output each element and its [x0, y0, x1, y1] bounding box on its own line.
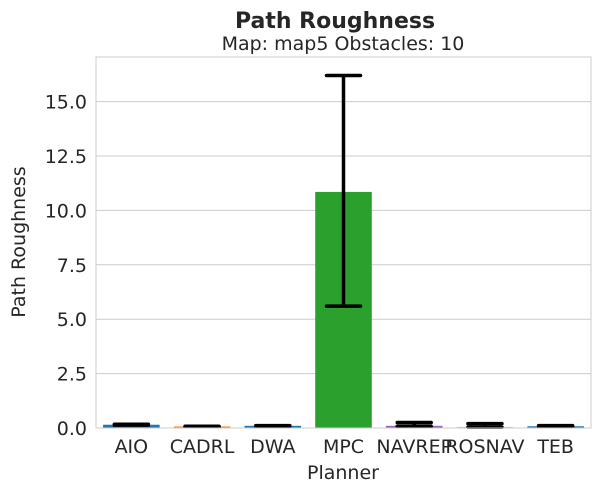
y-tick-label: 15.0 — [45, 92, 87, 114]
x-tick-label: NAVREP — [376, 436, 452, 458]
x-tick-label: AIO — [115, 436, 149, 458]
y-tick-label: 5.0 — [57, 309, 87, 331]
y-tick-label: 2.5 — [57, 364, 87, 386]
y-tick-labels: 0.0 2.5 5.0 7.5 10.0 12.5 15.0 — [45, 92, 87, 440]
x-tick-label: ROSNAV — [445, 436, 524, 458]
y-tick-label: 12.5 — [45, 146, 87, 168]
x-tick-label: TEB — [536, 436, 574, 458]
y-tick-label: 10.0 — [45, 200, 87, 222]
x-tick-label: DWA — [250, 436, 295, 458]
y-axis-label: Path Roughness — [8, 166, 30, 317]
error-bar-aio — [112, 422, 151, 427]
x-axis-label: Planner — [307, 462, 379, 484]
error-bar-navrep — [395, 420, 433, 429]
chart-title: Path Roughness — [235, 9, 435, 34]
error-bar-mpc — [324, 73, 363, 308]
x-tick-label: CADRL — [170, 436, 235, 458]
plot-frame — [95, 56, 592, 429]
y-tick-label: 7.5 — [57, 255, 87, 277]
x-tick-label: MPC — [323, 436, 364, 458]
error-bar-rosnav — [466, 421, 504, 429]
y-tick-label: 0.0 — [57, 418, 87, 440]
chart-subtitle: Map: map5 Obstacles: 10 — [222, 33, 465, 55]
error-bars — [112, 73, 575, 429]
error-bar-teb — [536, 423, 575, 429]
